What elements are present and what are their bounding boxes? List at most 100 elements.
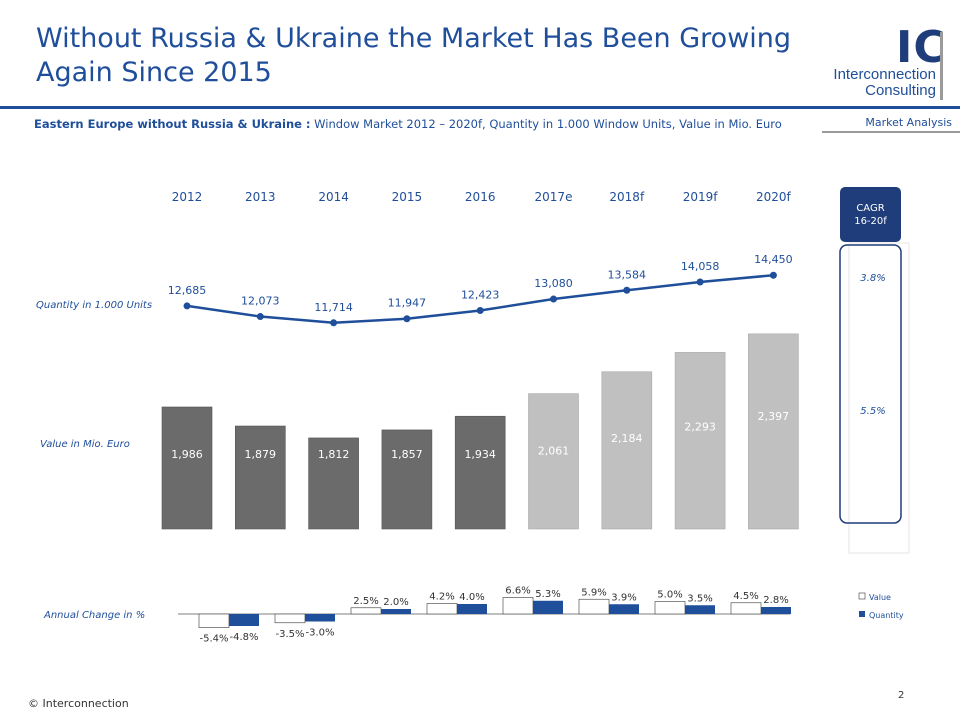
subtitle-description: Window Market 2012 – 2020f, Quantity in … (310, 117, 782, 131)
value-bar-label: 1,812 (318, 448, 350, 461)
change-bar-value (274, 613, 306, 624)
quantity-point-label: 12,073 (241, 295, 280, 308)
quantity-point-label: 14,058 (681, 260, 720, 273)
change-bar-quantity (457, 604, 487, 614)
year-label: 2013 (245, 190, 276, 204)
change-label-value: 5.9% (581, 587, 606, 598)
cagr-bracket (839, 244, 902, 524)
quantity-point-label: 12,685 (168, 284, 207, 297)
change-label-quantity: -4.8% (229, 632, 258, 643)
change-label-value: 2.5% (353, 596, 378, 607)
logo-text-line-2: Consulting (865, 82, 936, 99)
year-label: 2012 (172, 190, 203, 204)
quantity-point (403, 315, 411, 323)
quantity-point (183, 302, 191, 310)
cagr-column-outline (848, 242, 910, 554)
quantity-point-label: 13,080 (534, 277, 573, 290)
change-bar-value (654, 601, 686, 615)
change-bar-quantity (533, 600, 563, 614)
change-bar-quantity (305, 614, 335, 622)
change-bar-value (502, 597, 534, 615)
cagr-value-value: 5.5% (860, 406, 885, 417)
value-bar-label: 2,397 (758, 410, 790, 423)
logo-text-line-1: Interconnection (833, 66, 936, 83)
change-bar-value (578, 598, 610, 615)
title-line-1: Without Russia & Ukraine the Market Has … (36, 23, 792, 54)
change-bar-value (198, 613, 230, 628)
header-rule (0, 106, 960, 109)
quantity-point (256, 313, 264, 321)
annual-change-chart: -5.4% -4.8% -3.5% -3.0% 2.5% 2.0% 4.2% 4.0% 6.6%… (178, 586, 791, 645)
change-legend: Value Quantity (858, 592, 904, 620)
chart-subtitle: Eastern Europe without Russia & Ukraine … (34, 117, 782, 131)
year-label: 2020f (756, 190, 792, 204)
year-label: 2019f (683, 190, 719, 204)
year-label: 2014 (318, 190, 349, 204)
change-bar-quantity (229, 614, 259, 626)
legend-swatch-quantity (859, 611, 865, 617)
value-bar (308, 437, 359, 530)
value-bar-label: 1,879 (245, 448, 277, 461)
year-label: 2017e (535, 190, 573, 204)
change-bar-value (426, 603, 458, 615)
cagr-panel: CAGR 16-20f 3.8% 5.5% (839, 187, 910, 554)
quantity-point-label: 11,947 (388, 297, 427, 310)
change-label-quantity: 2.8% (763, 595, 788, 606)
value-bar (161, 406, 213, 530)
value-bar (748, 333, 799, 530)
quantity-point-label: 12,423 (461, 288, 500, 301)
title-line-2: Again Since 2015 (36, 57, 272, 88)
page-title: Without Russia & Ukraine the Market Has … (36, 22, 796, 90)
section-label: Market Analysis (865, 116, 952, 129)
value-bar (235, 425, 286, 530)
change-label-quantity: -3.0% (305, 628, 334, 639)
change-bar-value (730, 602, 762, 615)
year-label: 2018f (609, 190, 645, 204)
value-bar (381, 429, 433, 530)
logo-divider (940, 32, 943, 100)
quantity-point (330, 319, 338, 327)
legend-label-quantity: Quantity (869, 611, 904, 620)
quantity-point (476, 306, 484, 314)
quantity-point (623, 286, 631, 294)
change-label-quantity: 3.9% (611, 592, 636, 603)
cagr-header-line-1: CAGR (856, 203, 884, 214)
change-row-label: Annual Change in % (44, 610, 146, 621)
change-label-value: 4.5% (733, 591, 758, 602)
legend-swatch-value (858, 592, 866, 600)
year-axis-labels: 2012 2013 2014 2015 2016 2017e 2018f 2019f 2020f (172, 190, 792, 204)
cagr-quantity-value: 3.8% (860, 273, 885, 284)
value-bar (528, 393, 579, 530)
change-label-quantity: 2.0% (383, 597, 408, 608)
year-label: 2015 (392, 190, 423, 204)
quantity-point-label: 14,450 (754, 253, 793, 266)
value-bar-label: 1,934 (464, 448, 496, 461)
value-bar-label: 2,293 (684, 421, 716, 434)
cagr-header-line-2: 16-20f (854, 216, 887, 227)
change-label-value: 5.0% (657, 590, 682, 601)
legend-label-value: Value (869, 593, 891, 602)
quantity-point-label: 13,584 (608, 268, 647, 281)
quantity-row-label: Quantity in 1.000 Units (36, 300, 153, 311)
subtitle-region: Eastern Europe without Russia & Ukraine … (34, 117, 311, 131)
change-bar-quantity (381, 609, 411, 614)
value-bars: 1,986 1,879 1,812 1,857 1,934 2,061 2,184 2,293… (161, 333, 799, 530)
page-number: 2 (898, 690, 905, 701)
change-label-quantity: 3.5% (687, 593, 712, 604)
change-bar-quantity (761, 607, 791, 614)
value-bar-label: 2,184 (611, 432, 643, 445)
quantity-line: 12,685 12,073 11,714 11,947 12,423 13,080 13,5… (168, 253, 793, 327)
value-bar (674, 352, 726, 530)
change-bar-quantity (609, 604, 639, 614)
value-bar (454, 415, 506, 530)
year-label: 2016 (465, 190, 496, 204)
cagr-header-box (840, 187, 901, 242)
change-label-quantity: 4.0% (459, 592, 484, 603)
quantity-point (769, 271, 777, 279)
quantity-point (550, 295, 557, 303)
footer-copyright: © Interconnection (28, 697, 129, 710)
change-label-value: -5.4% (199, 634, 228, 645)
change-bar-quantity (685, 605, 715, 614)
value-bar-label: 1,857 (391, 448, 423, 461)
